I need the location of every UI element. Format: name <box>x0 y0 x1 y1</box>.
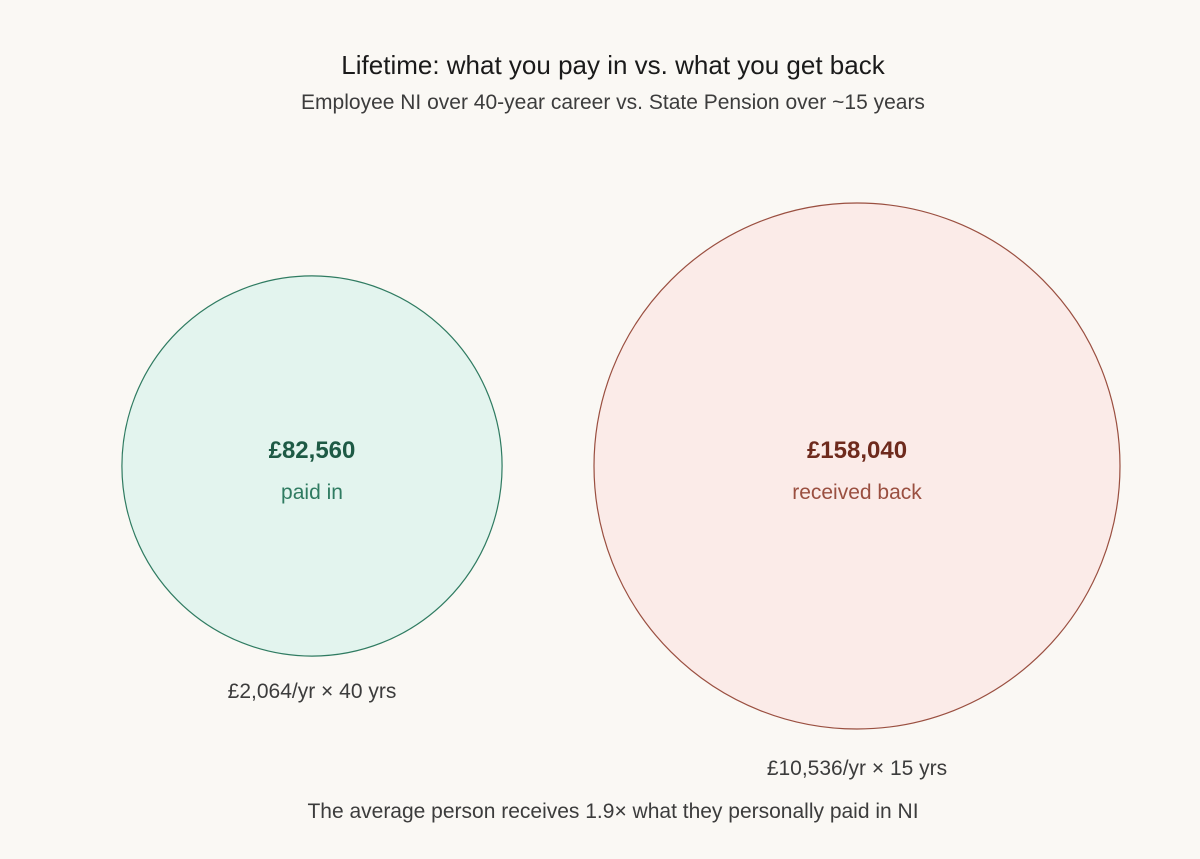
bubble-value-received-back: £158,040 <box>807 437 907 464</box>
bubble-group-received-back: £158,040 received back £10,536/yr × 15 yrs <box>593 202 1121 780</box>
chart-subtitle: Employee NI over 40-year career vs. Stat… <box>301 91 925 114</box>
bubble-paid-in <box>121 275 503 657</box>
bubble-label-received-back: received back <box>792 481 922 504</box>
bubble-caption-received-back: £10,536/yr × 15 yrs <box>767 757 947 780</box>
bubble-group-paid-in: £82,560 paid in £2,064/yr × 40 yrs <box>121 275 503 703</box>
bubble-label-paid-in: paid in <box>281 481 343 504</box>
chart-title: Lifetime: what you pay in vs. what you g… <box>341 50 885 80</box>
chart-annotation: The average person receives 1.9× what th… <box>307 800 919 823</box>
bubble-caption-paid-in: £2,064/yr × 40 yrs <box>228 680 397 703</box>
bubble-value-paid-in: £82,560 <box>269 437 356 464</box>
bubble-received-back <box>593 202 1121 730</box>
